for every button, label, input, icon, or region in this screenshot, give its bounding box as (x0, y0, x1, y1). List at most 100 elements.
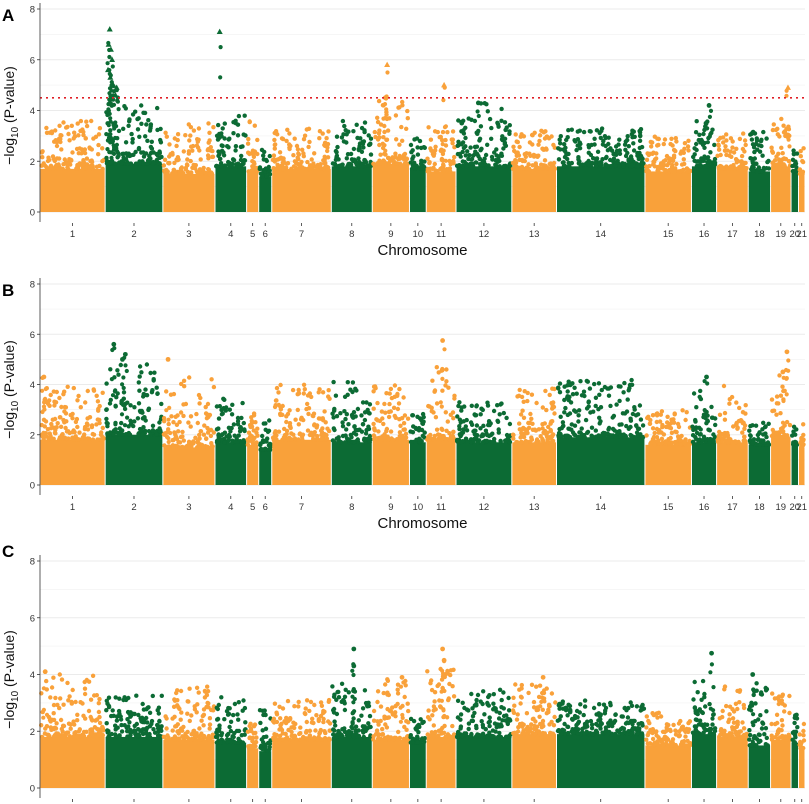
chromosome-20-points (790, 148, 800, 212)
snp-point (491, 408, 497, 414)
snp-point (40, 409, 45, 415)
snp-point (168, 392, 174, 397)
snp-point (440, 129, 446, 135)
snp-point (310, 716, 315, 721)
snp-point (800, 158, 805, 164)
y-axis-title: −log10 (P-value) (1, 66, 21, 165)
snp-point (498, 438, 503, 444)
chromosome-9-points (371, 677, 411, 788)
snp-point (493, 729, 498, 734)
snp-point (719, 431, 725, 437)
snp-point (536, 142, 541, 147)
snp-point (161, 163, 167, 168)
chromosome-8-band (331, 166, 372, 212)
snp-point (343, 128, 348, 133)
snp-point (742, 165, 747, 171)
chromosome-11-points (425, 666, 457, 788)
chromosome-14-band (557, 166, 645, 212)
snp-point (724, 132, 729, 137)
snp-point (232, 740, 238, 745)
snp-point (511, 695, 516, 700)
snp-point (622, 380, 627, 386)
snp-point (322, 729, 327, 734)
snp-point (267, 418, 272, 423)
snp-point (104, 132, 109, 137)
snp-point (58, 696, 63, 701)
snp-point (287, 424, 293, 429)
snp-point (96, 152, 101, 157)
snp-point (694, 147, 699, 153)
snp-point (567, 435, 573, 440)
snp-point (485, 700, 490, 706)
y-tick-label: 2 (30, 430, 35, 441)
snp-point (215, 732, 220, 738)
snp-point (750, 164, 755, 169)
snp-point (63, 125, 69, 130)
snp-point (426, 733, 432, 738)
snp-point (211, 125, 216, 130)
snp-point (292, 725, 297, 731)
snp-point (778, 393, 784, 398)
snp-point (654, 151, 659, 156)
snp-point (252, 123, 257, 128)
snp-point (705, 140, 711, 145)
snp-point (246, 169, 251, 174)
snp-point (742, 138, 748, 143)
snp-point (781, 375, 786, 380)
snp-point (702, 154, 707, 159)
snp-point (51, 702, 57, 708)
snp-point (125, 400, 130, 405)
snp-point (397, 735, 403, 741)
snp-point (258, 442, 263, 448)
snp-point (362, 724, 367, 729)
snp-point (780, 151, 785, 156)
snp-point (129, 131, 134, 137)
snp-point (480, 732, 485, 737)
snp-point (732, 166, 737, 171)
snp-point (546, 424, 551, 430)
snp-point (178, 717, 183, 722)
snp-point (494, 147, 499, 152)
snp-point (648, 139, 653, 145)
snp-point (475, 732, 480, 737)
snp-point (655, 411, 660, 416)
snp-point (380, 732, 385, 737)
snp-point (114, 718, 120, 723)
snp-point (205, 425, 210, 431)
snp-point (43, 386, 48, 392)
snp-point (233, 439, 238, 444)
snp-point (376, 131, 382, 136)
snp-point (429, 409, 434, 414)
snp-point (281, 166, 286, 172)
snp-point (518, 412, 524, 417)
snp-point (382, 716, 387, 721)
snp-point (51, 436, 56, 441)
snp-point (393, 415, 398, 420)
x-tick-label: 4 (228, 229, 233, 240)
snp-point (119, 399, 124, 404)
snp-point (730, 440, 736, 445)
snp-point (421, 419, 426, 424)
snp-point (182, 384, 187, 389)
x-tick-label: 1 (70, 229, 75, 240)
snp-point (214, 164, 219, 169)
snp-point (124, 368, 129, 374)
snp-point (177, 706, 182, 711)
snp-point (209, 441, 214, 446)
snp-point (166, 161, 172, 166)
snp-point (381, 135, 386, 140)
snp-point (254, 440, 259, 445)
snp-point (189, 713, 194, 718)
snp-point (68, 726, 73, 731)
snp-point (419, 427, 425, 433)
snp-point (190, 148, 195, 153)
snp-point (163, 130, 168, 135)
snp-point (777, 373, 782, 378)
snp-point (216, 122, 221, 128)
snp-point (108, 102, 113, 107)
snp-point (686, 148, 691, 153)
snp-point (318, 713, 324, 719)
x-tick-label: 15 (663, 502, 674, 513)
snp-point (210, 148, 215, 154)
chromosome-5-band (247, 171, 259, 212)
